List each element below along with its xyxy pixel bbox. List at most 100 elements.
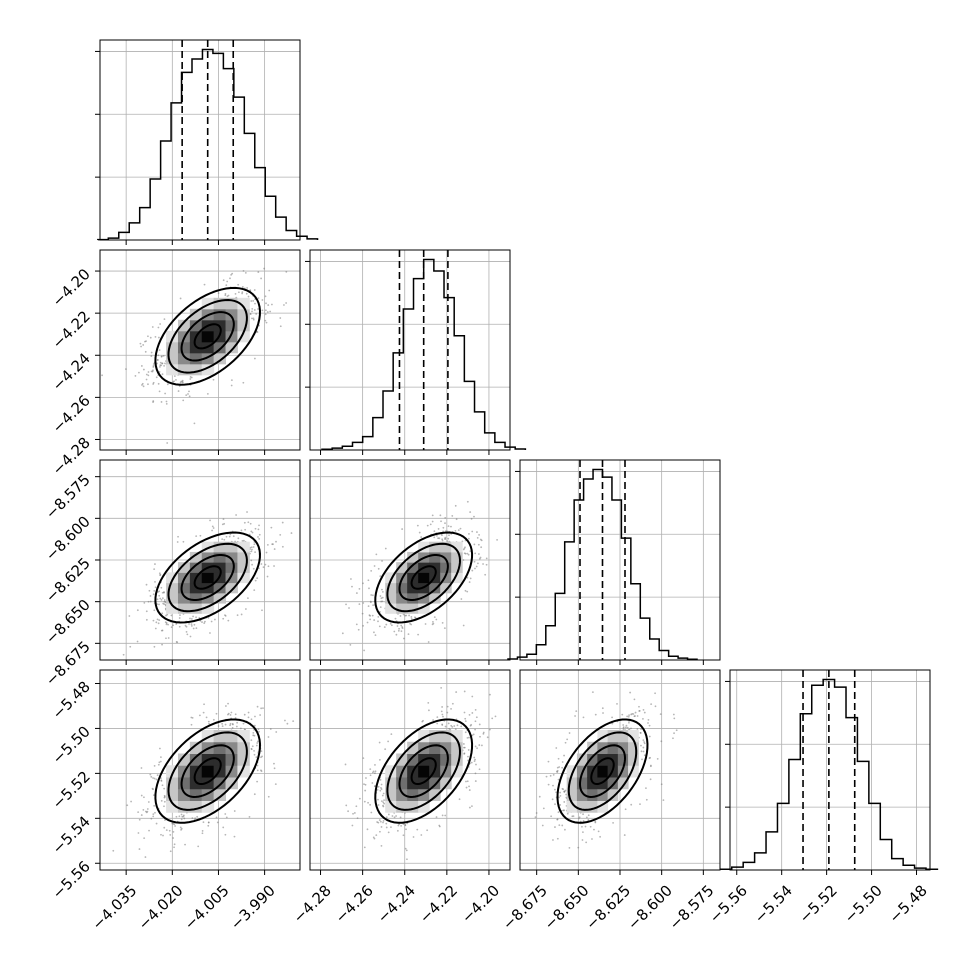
density-cell xyxy=(451,551,463,563)
y-tick-label: −4.24 xyxy=(49,349,94,394)
x-tick-label: −4.20 xyxy=(458,882,503,927)
sample-point xyxy=(673,732,675,735)
sample-point xyxy=(473,515,475,518)
sample-point xyxy=(157,354,160,357)
density-cell xyxy=(407,753,419,766)
sample-point xyxy=(163,591,165,593)
density-cell xyxy=(451,562,463,573)
sample-point xyxy=(645,798,648,801)
sample-point xyxy=(165,829,168,832)
sample-point xyxy=(224,294,227,297)
density-cell xyxy=(396,603,408,614)
sample-point xyxy=(377,620,379,623)
sample-point xyxy=(464,717,467,720)
sample-point xyxy=(190,625,193,627)
sample-point xyxy=(640,750,643,753)
sample-point xyxy=(556,766,559,769)
sample-point xyxy=(390,826,392,829)
density-cell xyxy=(451,753,463,766)
panel-frame xyxy=(99,249,301,451)
sample-point xyxy=(558,824,561,827)
sample-point xyxy=(352,812,354,815)
sample-point xyxy=(144,350,147,353)
sample-point xyxy=(170,626,173,629)
sample-point xyxy=(207,720,210,723)
sample-point xyxy=(395,633,398,636)
sample-point xyxy=(250,243,252,245)
sample-point xyxy=(377,785,380,788)
sample-point xyxy=(253,724,256,727)
sample-point xyxy=(285,302,288,304)
sample-point xyxy=(256,577,259,580)
density-cell xyxy=(225,776,238,790)
sample-point xyxy=(112,849,115,852)
sample-point xyxy=(231,272,234,275)
sample-point xyxy=(478,553,480,555)
sample-point xyxy=(402,834,405,837)
density-cell xyxy=(166,341,179,354)
sample-point xyxy=(244,528,247,531)
sample-point xyxy=(441,706,444,708)
sample-point xyxy=(442,526,445,529)
sample-point xyxy=(441,713,444,716)
sample-point xyxy=(377,804,380,806)
sample-point xyxy=(247,521,250,524)
sample-point xyxy=(153,765,156,767)
density-cell xyxy=(237,330,250,343)
sample-point xyxy=(368,587,370,590)
sample-point xyxy=(654,705,657,708)
sample-point xyxy=(250,550,253,553)
sample-point xyxy=(410,623,413,626)
panel-frame xyxy=(729,669,931,871)
sample-point xyxy=(165,637,167,640)
sample-point xyxy=(460,725,463,728)
sample-point xyxy=(474,758,476,761)
sample-point xyxy=(128,615,131,617)
density-cell xyxy=(237,572,250,584)
sample-point xyxy=(662,799,665,802)
contour-line xyxy=(386,731,461,811)
sample-point xyxy=(403,637,405,640)
sample-point xyxy=(381,590,384,593)
sample-point xyxy=(209,632,211,634)
sample-point xyxy=(381,588,383,591)
x-tick-label: −8.675 xyxy=(499,882,551,934)
sample-point xyxy=(165,400,168,403)
sample-point xyxy=(376,788,379,791)
sample-point xyxy=(351,585,353,588)
sample-point xyxy=(161,591,164,594)
sample-point xyxy=(643,741,646,743)
sample-point xyxy=(158,619,161,621)
sample-point xyxy=(173,843,176,846)
sample-point xyxy=(230,273,233,276)
sample-point xyxy=(157,622,160,625)
sample-point xyxy=(143,602,146,604)
sample-point xyxy=(363,649,366,652)
sample-point xyxy=(468,714,471,716)
sample-point xyxy=(568,847,571,849)
sample-point xyxy=(451,725,454,728)
sample-point xyxy=(154,627,157,630)
sample-point xyxy=(494,715,497,718)
sample-point xyxy=(362,582,364,585)
sample-point xyxy=(474,728,476,731)
sample-point xyxy=(173,846,175,849)
sample-point xyxy=(479,735,481,738)
sample-point xyxy=(441,621,444,624)
sample-point xyxy=(158,603,160,606)
sample-point xyxy=(178,815,181,818)
sample-point xyxy=(258,538,261,540)
sample-point xyxy=(384,748,387,751)
sample-point xyxy=(134,375,137,377)
sample-point xyxy=(184,843,186,846)
density-cell xyxy=(225,341,238,354)
sample-point xyxy=(435,816,438,818)
sample-point xyxy=(147,371,150,373)
scatter-panel: −4.28−4.26−4.24−4.22−4.20 xyxy=(49,243,301,479)
sample-point xyxy=(254,579,257,582)
sample-point xyxy=(439,514,442,517)
density-cell xyxy=(451,765,463,778)
sample-point xyxy=(246,511,248,513)
sample-point xyxy=(224,833,227,836)
sample-point xyxy=(159,361,162,364)
